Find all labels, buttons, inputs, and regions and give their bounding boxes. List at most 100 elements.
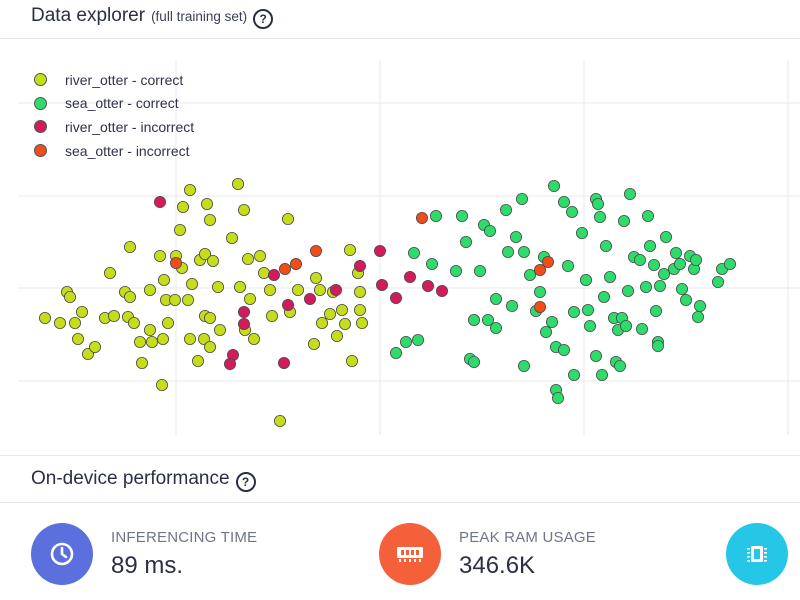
scatter-point[interactable]	[191, 354, 204, 367]
scatter-point[interactable]	[403, 270, 416, 283]
scatter-point[interactable]	[558, 195, 571, 208]
scatter-point[interactable]	[330, 329, 343, 342]
scatter-point[interactable]	[343, 243, 356, 256]
scatter-point[interactable]	[323, 307, 336, 320]
scatter-point[interactable]	[584, 319, 597, 332]
scatter-point[interactable]	[203, 340, 216, 353]
scatter-point[interactable]	[501, 245, 514, 258]
scatter-point[interactable]	[173, 223, 186, 236]
scatter-point[interactable]	[618, 214, 631, 227]
scatter-point[interactable]	[243, 292, 256, 305]
scatter-point[interactable]	[203, 311, 216, 324]
scatter-point[interactable]	[198, 247, 211, 260]
scatter-point[interactable]	[155, 378, 168, 391]
scatter-point[interactable]	[580, 273, 593, 286]
scatter-point[interactable]	[600, 239, 613, 252]
scatter-point[interactable]	[89, 340, 102, 353]
scatter-point[interactable]	[329, 283, 342, 296]
scatter-point[interactable]	[183, 183, 196, 196]
scatter-point[interactable]	[54, 316, 67, 329]
scatter-point[interactable]	[692, 310, 705, 323]
scatter-point[interactable]	[211, 280, 224, 293]
scatter-point[interactable]	[213, 323, 226, 336]
scatter-point[interactable]	[104, 266, 117, 279]
scatter-point[interactable]	[592, 197, 605, 210]
scatter-point[interactable]	[640, 280, 653, 293]
scatter-point[interactable]	[624, 187, 637, 200]
scatter-point[interactable]	[636, 322, 649, 335]
scatter-point[interactable]	[127, 316, 140, 329]
scatter-point[interactable]	[568, 305, 581, 318]
scatter-point[interactable]	[524, 268, 537, 281]
scatter-point[interactable]	[407, 246, 420, 259]
scatter-point[interactable]	[534, 263, 547, 276]
scatter-point[interactable]	[153, 249, 166, 262]
scatter-point[interactable]	[176, 200, 189, 213]
scatter-point[interactable]	[133, 335, 146, 348]
scatter-point[interactable]	[124, 290, 137, 303]
scatter-point[interactable]	[156, 332, 169, 345]
scatter-point[interactable]	[399, 335, 412, 348]
scatter-point[interactable]	[552, 391, 565, 404]
scatter-point[interactable]	[576, 226, 589, 239]
help-icon[interactable]: ?	[253, 9, 274, 29]
scatter-point[interactable]	[183, 332, 196, 345]
scatter-point[interactable]	[694, 299, 707, 312]
scatter-point[interactable]	[169, 256, 182, 269]
scatter-point[interactable]	[634, 253, 647, 266]
legend-item-river-otter-correct[interactable]: river_otter - correct	[34, 68, 194, 92]
scatter-point[interactable]	[455, 209, 468, 222]
scatter-point[interactable]	[548, 179, 561, 192]
scatter-point[interactable]	[309, 271, 322, 284]
scatter-point[interactable]	[566, 205, 579, 218]
scatter-point[interactable]	[582, 303, 595, 316]
scatter-point[interactable]	[415, 211, 428, 224]
scatter-point[interactable]	[145, 335, 158, 348]
scatter-point[interactable]	[373, 244, 386, 257]
scatter-point[interactable]	[289, 257, 302, 270]
scatter-point[interactable]	[467, 313, 480, 326]
scatter-point[interactable]	[598, 290, 611, 303]
scatter-point[interactable]	[143, 323, 156, 336]
scatter-point[interactable]	[459, 235, 472, 248]
scatter-point[interactable]	[690, 253, 703, 266]
scatter-point[interactable]	[353, 303, 366, 316]
scatter-point[interactable]	[724, 257, 737, 270]
scatter-point[interactable]	[265, 309, 278, 322]
scatter-point[interactable]	[72, 332, 85, 345]
scatter-point[interactable]	[355, 316, 368, 329]
scatter-point[interactable]	[39, 311, 52, 324]
scatter-point[interactable]	[307, 337, 320, 350]
scatter-point[interactable]	[185, 277, 198, 290]
scatter-point[interactable]	[489, 321, 502, 334]
scatter-point[interactable]	[153, 195, 166, 208]
scatter-point[interactable]	[620, 319, 633, 332]
scatter-point[interactable]	[64, 290, 77, 303]
scatter-point[interactable]	[278, 262, 291, 275]
scatter-point[interactable]	[338, 317, 351, 330]
scatter-point[interactable]	[489, 292, 502, 305]
scatter-point[interactable]	[389, 346, 402, 359]
scatter-point[interactable]	[157, 273, 170, 286]
scatter-point[interactable]	[676, 282, 689, 295]
scatter-point[interactable]	[642, 209, 655, 222]
scatter-point[interactable]	[516, 192, 529, 205]
scatter-point[interactable]	[69, 316, 82, 329]
scatter-point[interactable]	[233, 280, 246, 293]
scatter-point[interactable]	[429, 209, 442, 222]
scatter-point[interactable]	[518, 359, 531, 372]
scatter-point[interactable]	[425, 257, 438, 270]
scatter-point[interactable]	[231, 177, 244, 190]
scatter-point[interactable]	[247, 332, 260, 345]
scatter-point[interactable]	[345, 354, 358, 367]
scatter-point[interactable]	[203, 213, 216, 226]
scatter-point[interactable]	[644, 239, 657, 252]
scatter-point[interactable]	[499, 203, 512, 216]
scatter-point[interactable]	[652, 339, 665, 352]
scatter-point[interactable]	[712, 275, 725, 288]
scatter-point[interactable]	[237, 203, 250, 216]
scatter-point[interactable]	[108, 309, 121, 322]
scatter-point[interactable]	[168, 293, 181, 306]
scatter-point[interactable]	[568, 368, 581, 381]
scatter-point[interactable]	[197, 332, 210, 345]
